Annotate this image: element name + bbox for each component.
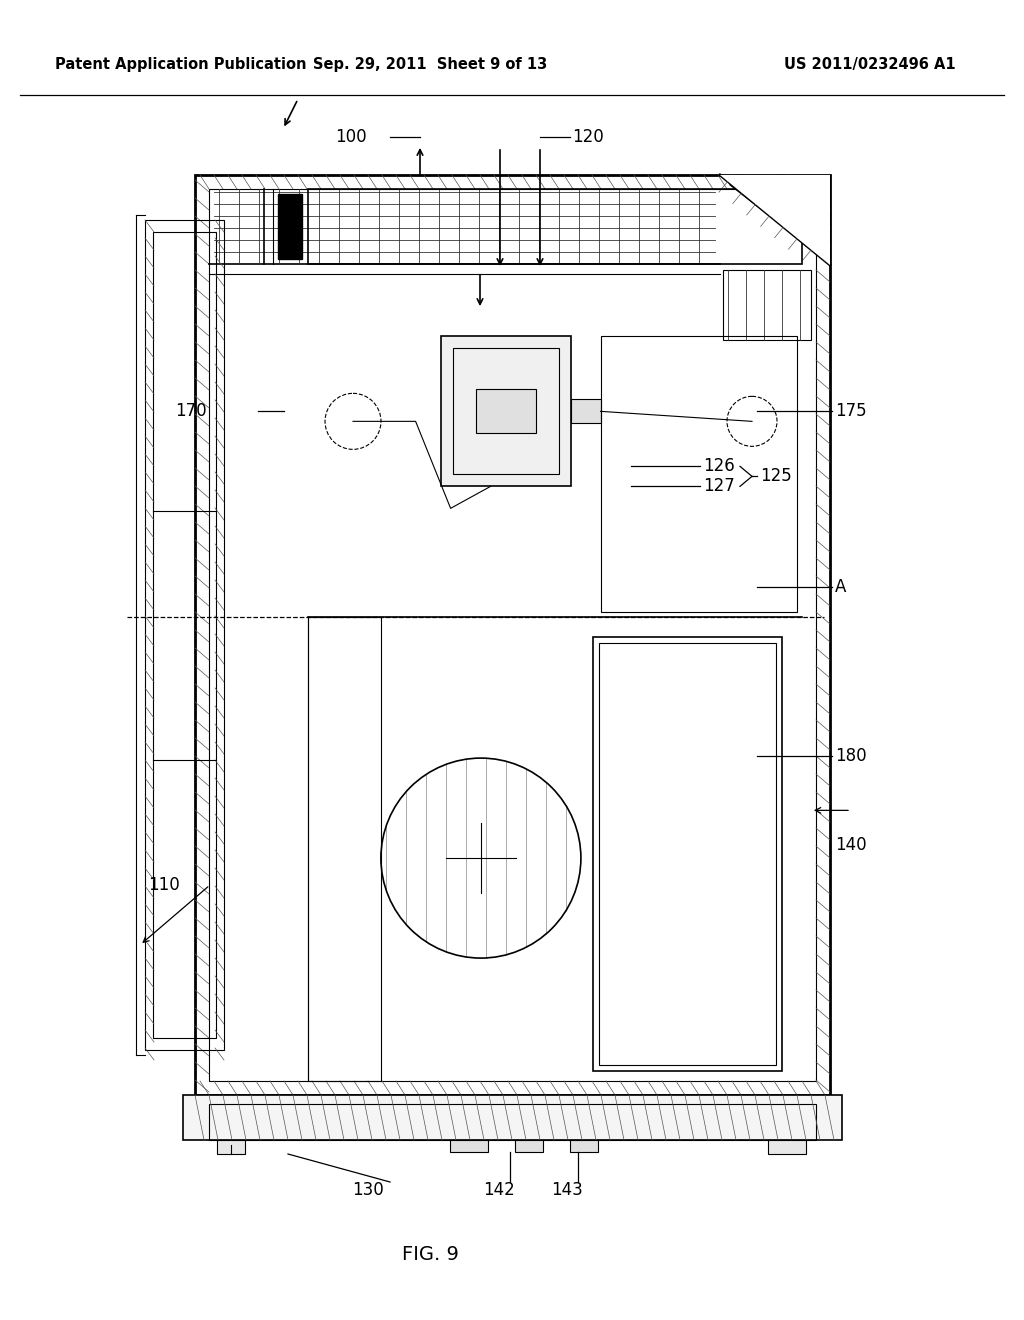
Bar (601, 337, 797, 611)
Text: 125: 125 (760, 467, 792, 486)
Bar (183, 1096, 842, 1140)
Text: 142: 142 (483, 1181, 515, 1199)
Bar (209, 189, 816, 1081)
Text: 110: 110 (148, 876, 180, 894)
Bar (209, 1104, 816, 1140)
Bar (153, 232, 216, 1038)
Bar (599, 643, 776, 1065)
Text: 140: 140 (835, 837, 866, 854)
Bar (308, 189, 802, 264)
Text: 143: 143 (551, 1181, 583, 1199)
Bar (278, 194, 302, 259)
Text: 100: 100 (335, 128, 367, 147)
Text: A: A (835, 578, 847, 595)
Text: 180: 180 (835, 747, 866, 764)
Text: 130: 130 (352, 1181, 384, 1199)
Bar (308, 616, 381, 1081)
Text: FIG. 9: FIG. 9 (401, 1246, 459, 1265)
Bar (440, 337, 570, 486)
Text: 175: 175 (835, 403, 866, 420)
Bar (515, 1140, 543, 1152)
Text: Sep. 29, 2011  Sheet 9 of 13: Sep. 29, 2011 Sheet 9 of 13 (313, 58, 547, 73)
Polygon shape (720, 176, 830, 265)
Bar (450, 1140, 488, 1152)
Bar (145, 220, 224, 1049)
Bar (723, 271, 811, 341)
Text: 120: 120 (572, 128, 604, 147)
Bar (593, 636, 782, 1071)
Text: Patent Application Publication: Patent Application Publication (55, 58, 306, 73)
Bar (217, 1140, 245, 1154)
Bar (475, 389, 536, 433)
Bar (453, 348, 559, 474)
Bar (570, 1140, 598, 1152)
Bar (570, 400, 601, 424)
Text: 126: 126 (703, 457, 735, 475)
Text: 127: 127 (703, 478, 735, 495)
Bar (768, 1140, 806, 1154)
Bar (195, 176, 830, 1096)
Text: US 2011/0232496 A1: US 2011/0232496 A1 (784, 58, 955, 73)
Text: 170: 170 (175, 403, 207, 420)
